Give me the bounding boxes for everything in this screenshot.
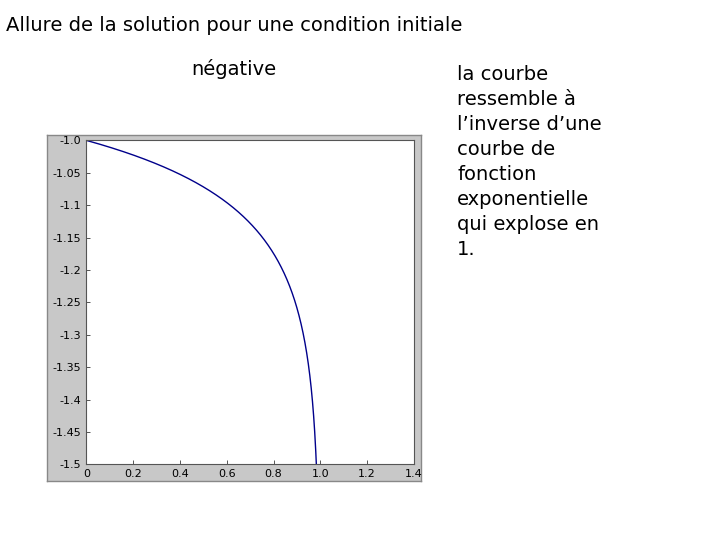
Text: Allure de la solution pour une condition initiale: Allure de la solution pour une condition… <box>6 16 462 35</box>
Text: négative: négative <box>192 59 276 79</box>
Text: la courbe
ressemble à
l’inverse d’une
courbe de
fonction
exponentielle
qui explo: la courbe ressemble à l’inverse d’une co… <box>457 65 602 259</box>
